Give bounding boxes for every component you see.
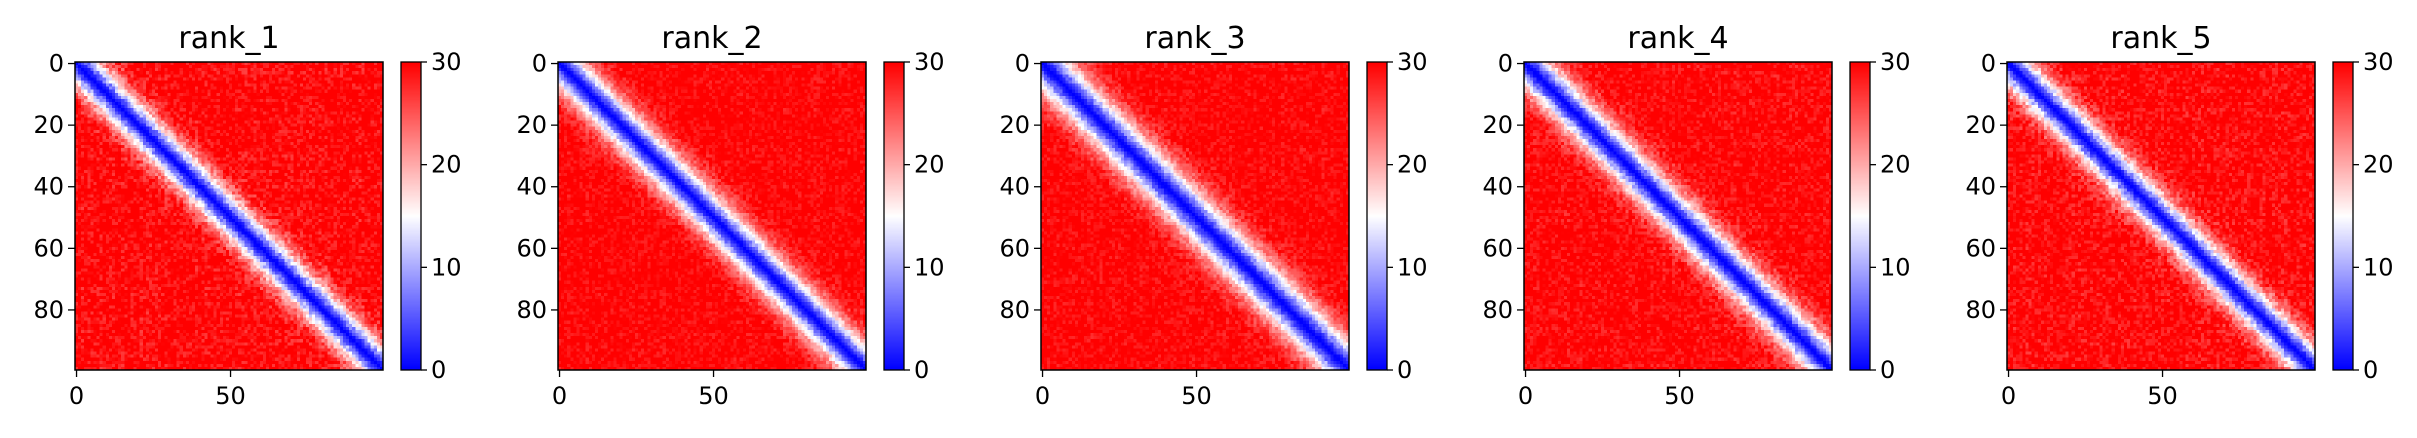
y-tick-label: 80 — [1482, 296, 1513, 324]
y-tick-label: 0 — [1015, 50, 1030, 78]
plot-frame — [1040, 61, 1350, 371]
colorbar-image — [1367, 62, 1387, 370]
colorbar-tick-label: 20 — [431, 151, 462, 179]
y-tick-label: 60 — [1965, 234, 1996, 262]
y-tick-label: 40 — [1965, 173, 1996, 201]
y-tick-label: 40 — [1482, 173, 1513, 201]
x-tick-label: 50 — [698, 382, 729, 410]
x-tick-label: 0 — [69, 382, 84, 410]
colorbar-tick-label: 20 — [1880, 151, 1911, 179]
heatmap-image-4 — [1524, 62, 1832, 370]
y-tick-label: 40 — [33, 173, 64, 201]
y-tick-label: 80 — [516, 296, 547, 324]
heatmap-panel-4: rank_4 0 50 0 20 40 60 80 0 10 20 30 — [1482, 21, 1910, 410]
y-tick-label: 40 — [999, 173, 1030, 201]
panel-title: rank_5 — [2110, 21, 2211, 56]
colorbar-tick-label: 20 — [914, 151, 945, 179]
y-tick-label: 20 — [516, 111, 547, 139]
y-tick-label: 0 — [49, 50, 64, 78]
panel-title: rank_4 — [1627, 21, 1728, 56]
panel-title: rank_1 — [178, 21, 279, 56]
colorbar-tick-label: 10 — [914, 253, 945, 281]
plot-frame — [557, 61, 867, 371]
colorbar-tick-label: 30 — [1397, 48, 1428, 76]
heatmap-panel-5: rank_5 0 50 0 20 40 60 80 0 10 20 30 — [1965, 21, 2393, 410]
colorbar-image — [884, 62, 904, 370]
plot-frame — [2006, 61, 2316, 371]
y-tick-label: 0 — [1981, 50, 1996, 78]
heatmap-image-1 — [75, 62, 383, 370]
plot-frame — [74, 61, 384, 371]
colorbar-tick-label: 30 — [431, 48, 462, 76]
y-tick-label: 20 — [1965, 111, 1996, 139]
heatmap-panel-2: rank_2 0 50 0 20 40 60 80 0 10 20 30 — [516, 21, 944, 410]
x-tick-label: 0 — [552, 382, 567, 410]
y-tick-label: 60 — [999, 234, 1030, 262]
colorbar-frame — [1849, 61, 1871, 371]
x-tick-label: 0 — [1035, 382, 1050, 410]
colorbar-tick-label: 0 — [1397, 356, 1412, 384]
colorbar-tick-label: 10 — [1397, 253, 1428, 281]
y-tick-label: 80 — [999, 296, 1030, 324]
heatmap-panel-3: rank_3 0 50 0 20 40 60 80 0 10 20 30 — [999, 21, 1427, 410]
plot-frame — [1523, 61, 1833, 371]
x-tick-label: 50 — [215, 382, 246, 410]
panel-title: rank_3 — [1144, 21, 1245, 56]
y-tick-label: 60 — [516, 234, 547, 262]
colorbar-image — [2333, 62, 2353, 370]
x-tick-label: 50 — [1664, 382, 1695, 410]
colorbar-tick-label: 30 — [2363, 48, 2394, 76]
colorbar-frame — [400, 61, 422, 371]
y-tick-label: 20 — [999, 111, 1030, 139]
colorbar-tick-label: 20 — [2363, 151, 2394, 179]
heatmap-panel-1: rank_1 0 50 0 20 40 60 80 0 10 20 30 — [33, 21, 461, 410]
colorbar-tick-label: 30 — [914, 48, 945, 76]
y-tick-label: 60 — [1482, 234, 1513, 262]
colorbar-image — [1850, 62, 1870, 370]
y-tick-label: 80 — [33, 296, 64, 324]
colorbar-tick-label: 0 — [1880, 356, 1895, 384]
y-tick-label: 40 — [516, 173, 547, 201]
y-tick-label: 0 — [1498, 50, 1513, 78]
colorbar-tick-label: 0 — [431, 356, 446, 384]
heatmap-image-3 — [1041, 62, 1349, 370]
y-tick-label: 60 — [33, 234, 64, 262]
colorbar-tick-label: 30 — [1880, 48, 1911, 76]
x-tick-label: 50 — [2147, 382, 2178, 410]
heatmap-image-2 — [558, 62, 866, 370]
y-tick-label: 20 — [1482, 111, 1513, 139]
y-tick-label: 0 — [532, 50, 547, 78]
y-tick-label: 20 — [33, 111, 64, 139]
y-tick-label: 80 — [1965, 296, 1996, 324]
colorbar-frame — [1366, 61, 1388, 371]
colorbar-tick-label: 10 — [431, 253, 462, 281]
x-tick-label: 50 — [1181, 382, 1212, 410]
colorbar-tick-label: 0 — [914, 356, 929, 384]
x-tick-label: 0 — [1518, 382, 1533, 410]
colorbar-tick-label: 0 — [2363, 356, 2378, 384]
x-tick-label: 0 — [2001, 382, 2016, 410]
colorbar-tick-label: 20 — [1397, 151, 1428, 179]
colorbar-tick-label: 10 — [1880, 253, 1911, 281]
colorbar-frame — [883, 61, 905, 371]
colorbar-image — [401, 62, 421, 370]
panel-title: rank_2 — [661, 21, 762, 56]
heatmap-image-5 — [2007, 62, 2315, 370]
colorbar-frame — [2332, 61, 2354, 371]
colorbar-tick-label: 10 — [2363, 253, 2394, 281]
